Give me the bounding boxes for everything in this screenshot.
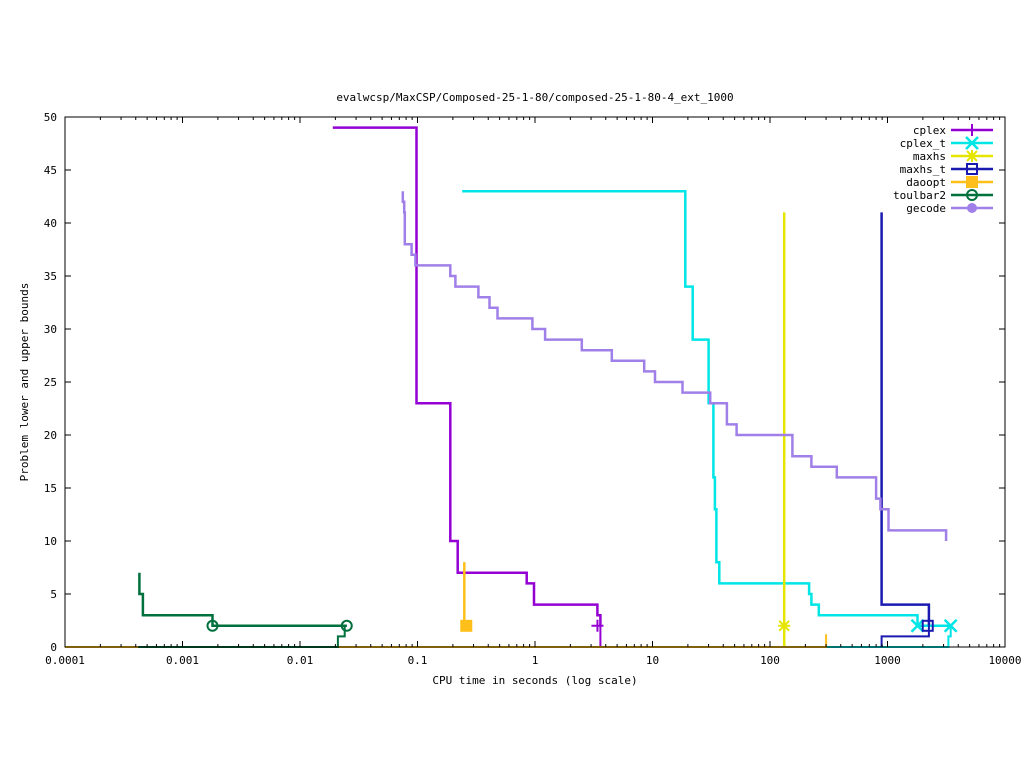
legend-label: maxhs xyxy=(913,150,946,163)
y-axis-label: Problem lower and upper bounds xyxy=(18,283,31,482)
x-tick-label: 10000 xyxy=(988,654,1021,667)
series-maxhs xyxy=(778,212,791,647)
y-tick-label: 30 xyxy=(44,323,57,336)
x-tick-label: 100 xyxy=(760,654,780,667)
x-tick-label: 0.1 xyxy=(408,654,428,667)
series-toulbar2-marker xyxy=(206,619,219,632)
y-tick-label: 35 xyxy=(44,270,57,283)
y-tick-label: 5 xyxy=(50,588,57,601)
x-tick-label: 1000 xyxy=(874,654,901,667)
legend-item-gecode: gecode xyxy=(906,202,993,215)
legend-item-daoopt: daoopt xyxy=(906,176,993,189)
y-tick-label: 45 xyxy=(44,164,57,177)
y-tick-label: 25 xyxy=(44,376,57,389)
series-toulbar2-lower-line xyxy=(138,624,347,648)
series-maxhs-marker xyxy=(778,619,791,632)
legend-label: maxhs_t xyxy=(900,163,946,176)
x-axis-label: CPU time in seconds (log scale) xyxy=(432,674,637,687)
legend-label: toulbar2 xyxy=(893,189,946,202)
legend-label: cplex xyxy=(913,124,946,137)
y-tick-label: 0 xyxy=(50,641,57,654)
x-tick-label: 0.01 xyxy=(287,654,314,667)
series-toulbar2-upper-line xyxy=(138,572,347,628)
legend-label: daoopt xyxy=(906,176,946,189)
series-maxhs-t-marker xyxy=(921,619,934,632)
legend-item-maxhs-t: maxhs_t xyxy=(900,163,993,176)
series-cplex-t-marker xyxy=(910,618,925,633)
legend-item-cplex: cplex xyxy=(913,124,993,137)
chart-title: evalwcsp/MaxCSP/Composed-25-1-80/compose… xyxy=(336,91,733,104)
y-tick-label: 20 xyxy=(44,429,57,442)
y-tick-label: 40 xyxy=(44,217,57,230)
y-tick-label: 50 xyxy=(44,111,57,124)
plot-frame xyxy=(64,116,1006,648)
legend-marker-gecode xyxy=(967,203,977,213)
legend-marker-cplex-t xyxy=(965,136,979,150)
series-daoopt xyxy=(65,562,828,648)
series-maxhs-t xyxy=(880,212,934,647)
x-tick-label: 0.0001 xyxy=(45,654,85,667)
series-cplex-t-upper-line xyxy=(462,189,952,628)
series-cplex-t-marker xyxy=(943,618,958,633)
legend-marker-toulbar2 xyxy=(966,189,978,201)
legend-item-maxhs: maxhs xyxy=(913,150,993,163)
y-tick-label: 10 xyxy=(44,535,57,548)
legend-label: cplex_t xyxy=(900,137,946,150)
legend-marker-maxhs xyxy=(966,150,978,162)
series-daoopt-marker xyxy=(460,619,473,632)
legend-marker-daoopt xyxy=(966,176,978,188)
series-cplex xyxy=(65,126,604,648)
x-tick-label: 10 xyxy=(646,654,659,667)
series-gecode-upper-line xyxy=(401,191,948,541)
legend: cplexcplex_tmaxhsmaxhs_tdaoopttoulbar2ge… xyxy=(893,124,993,215)
x-tick-label: 0.001 xyxy=(166,654,199,667)
legend-item-toulbar2: toulbar2 xyxy=(893,189,993,202)
x-tick-label: 1 xyxy=(532,654,539,667)
series-cplex-upper-line xyxy=(332,126,602,626)
legend-item-cplex-t: cplex_t xyxy=(900,136,993,150)
legend-label: gecode xyxy=(906,202,946,215)
series-cplex-lower-line xyxy=(65,625,602,648)
y-tick-label: 15 xyxy=(44,482,57,495)
series-layer xyxy=(65,126,958,648)
series-cplex-marker xyxy=(591,619,604,632)
series-maxhs-t-upper-line xyxy=(880,212,931,626)
series-gecode xyxy=(401,191,948,541)
legend-marker-cplex xyxy=(966,124,978,136)
series-toulbar2-marker xyxy=(340,619,353,632)
series-daoopt-lower-line xyxy=(65,634,828,648)
axis-layer: 0.0001 0.001 0.01 0.1 1 10 100 1000 10000 0 5 10 15 2… xyxy=(44,111,1022,667)
legend-marker-maxhs-t xyxy=(966,163,978,175)
series-toulbar2 xyxy=(138,572,353,648)
